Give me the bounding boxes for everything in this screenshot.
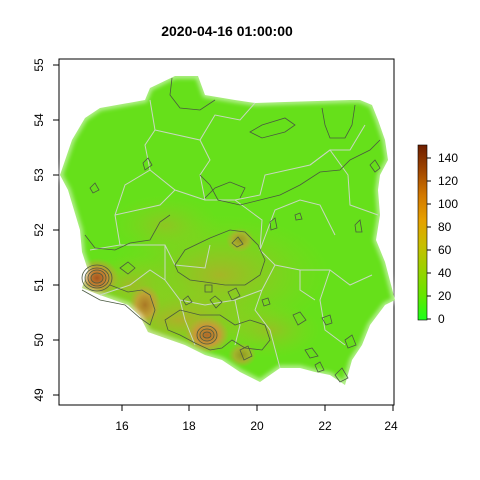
y-tick-49: 49 [32, 388, 46, 402]
legend-label-80: 80 [438, 220, 452, 234]
legend-label-120: 120 [438, 174, 458, 188]
legend-label-60: 60 [438, 243, 452, 257]
y-tick-54: 54 [32, 113, 46, 127]
x-tick-18: 18 [182, 419, 196, 433]
legend-label-0: 0 [438, 312, 445, 326]
y-tick-51: 51 [32, 278, 46, 292]
legend-label-100: 100 [438, 197, 458, 211]
y-axis [53, 64, 59, 396]
legend-label-40: 40 [438, 266, 452, 280]
map-title: 2020-04-16 01:00:00 [161, 23, 293, 39]
contour-lines [81, 77, 381, 383]
country-border [57, 73, 398, 389]
legend-ticks [427, 157, 431, 320]
x-tick-24: 24 [384, 419, 398, 433]
legend-label-20: 20 [438, 289, 452, 303]
x-tick-22: 22 [318, 419, 332, 433]
x-tick-16: 16 [115, 419, 129, 433]
y-tick-53: 53 [32, 168, 46, 182]
x-axis [121, 405, 394, 411]
hotspot-silesia [185, 317, 229, 353]
x-tick-20: 20 [250, 419, 264, 433]
legend-label-140: 140 [438, 151, 458, 165]
y-tick-50: 50 [32, 333, 46, 347]
legend-colorbar [417, 144, 428, 321]
y-tick-55: 55 [32, 58, 46, 72]
plot-frame [58, 58, 395, 406]
y-tick-52: 52 [32, 223, 46, 237]
